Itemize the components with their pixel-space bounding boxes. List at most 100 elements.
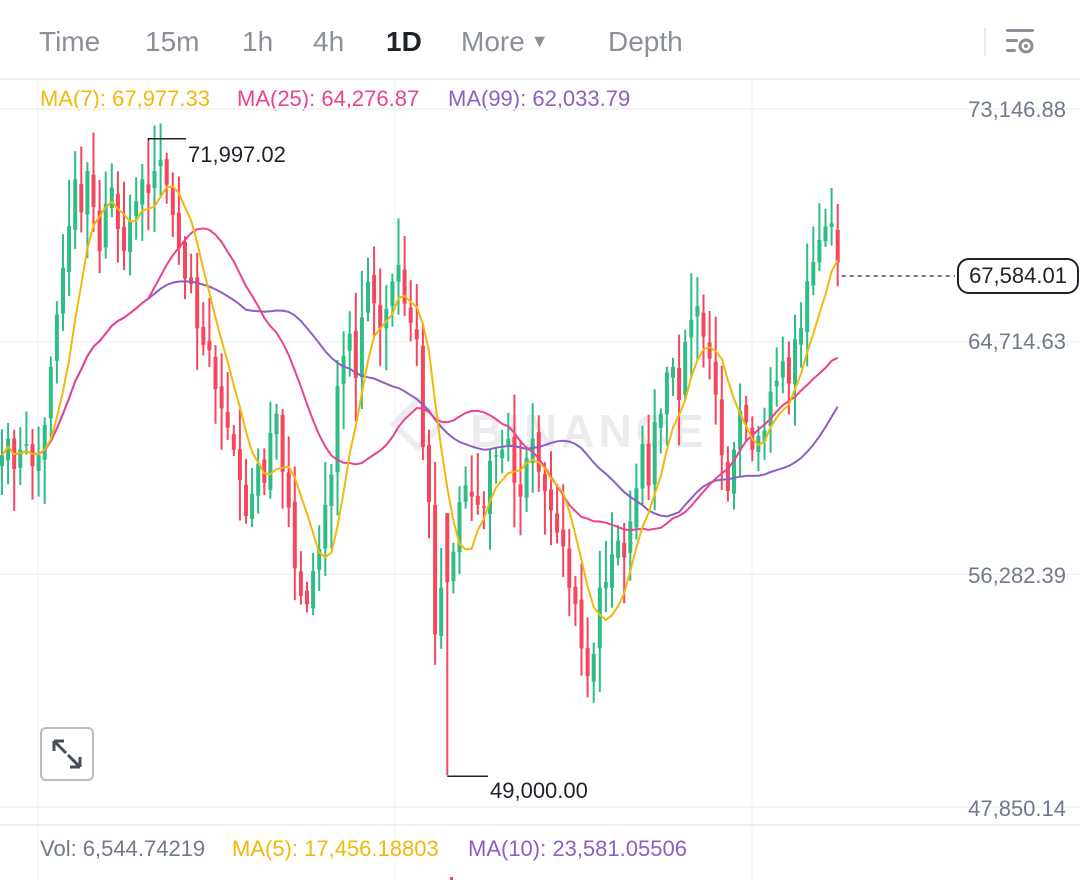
tab-time[interactable]: Time [39, 26, 101, 57]
tab-4h[interactable]: 4h [313, 26, 345, 57]
candle [512, 394, 517, 528]
candle-body [616, 540, 621, 559]
candle [835, 203, 840, 287]
candle [73, 151, 78, 250]
candle [140, 163, 145, 241]
candle-body [542, 474, 547, 492]
candle [335, 360, 340, 516]
candle-body [805, 281, 810, 333]
candle-body [725, 461, 730, 492]
candle-body [372, 274, 377, 304]
candle [414, 284, 419, 367]
candle [54, 301, 59, 384]
candle [109, 163, 114, 218]
candle-body [183, 241, 187, 279]
candle-body [707, 342, 712, 359]
volume-ma10-legend: MA(10): 23,581.05506 [468, 836, 687, 861]
candle-body [689, 319, 694, 338]
candle-body [158, 159, 163, 167]
candle [585, 617, 590, 698]
candle [61, 234, 65, 331]
candle [67, 179, 72, 297]
candle-body [244, 484, 248, 516]
candle-body [195, 277, 200, 329]
candle-body [500, 449, 505, 459]
candle-body [122, 226, 126, 252]
axis-label-2: 64,714.63 [968, 329, 1066, 354]
tab-1h[interactable]: 1h [242, 26, 274, 57]
tab-1d[interactable]: 1D [386, 26, 422, 57]
candle [603, 540, 608, 613]
candle-body [353, 330, 358, 378]
candle-body [567, 548, 572, 588]
fullscreen-button[interactable] [40, 727, 94, 781]
candle-body [610, 554, 614, 588]
tab-more[interactable]: More ▼ [461, 26, 549, 58]
candle-body [219, 386, 224, 409]
axis-label-3: 56,282.39 [968, 563, 1066, 588]
candle-body [128, 220, 133, 252]
candle [646, 414, 651, 500]
candle [189, 253, 194, 294]
candle-body [42, 424, 47, 460]
candle [707, 310, 712, 380]
candle [780, 336, 785, 394]
chart-settings-icon[interactable] [1002, 24, 1038, 60]
candle [164, 152, 169, 204]
candle-body [738, 411, 743, 450]
candle [244, 458, 248, 524]
candle-body [597, 587, 602, 649]
candle-body [176, 212, 181, 249]
candle-body [408, 307, 413, 323]
high-leader-line [147, 137, 186, 141]
candle-body [420, 345, 425, 447]
interval-toolbar: Time 15m 1h 4h 1D More ▼ Depth [0, 0, 1080, 80]
candle-body [579, 599, 584, 649]
candle-body [555, 513, 560, 533]
candle [250, 468, 255, 528]
candle [506, 412, 511, 462]
candle-body [152, 170, 157, 189]
candle [463, 466, 468, 509]
expand-icon [52, 739, 82, 769]
candle-body [512, 436, 517, 483]
candle-body [683, 342, 688, 395]
candle [298, 551, 303, 605]
candle-body [457, 502, 462, 552]
candle-body [140, 179, 145, 205]
candle-body [378, 304, 383, 329]
candle-body [292, 501, 297, 569]
candle [353, 292, 358, 422]
candle-body [61, 267, 65, 314]
candle-body [481, 506, 486, 508]
candle [158, 123, 163, 199]
candle-body [170, 186, 175, 216]
candle [591, 642, 596, 703]
candle [738, 383, 743, 478]
ma7-legend: MA(7): 67,977.33 [40, 86, 210, 111]
candle [768, 367, 773, 453]
candle-body [24, 444, 29, 446]
candle-body [494, 455, 499, 457]
candle [573, 576, 578, 626]
candle-body [262, 459, 267, 483]
candle [152, 125, 157, 233]
candle [616, 525, 621, 566]
ma25-line [1, 227, 839, 532]
candle [85, 162, 90, 259]
candle [817, 203, 822, 271]
candle [762, 407, 767, 460]
candle-body [317, 549, 322, 570]
axis-label-4: 47,850.14 [968, 796, 1066, 821]
candle [427, 429, 431, 539]
candle [79, 146, 84, 233]
tab-depth[interactable]: Depth [608, 26, 683, 57]
candle-body [103, 204, 108, 248]
candle [420, 324, 425, 461]
candlestick-chart[interactable] [0, 80, 1080, 880]
candle-body [713, 361, 718, 395]
candle [683, 329, 688, 401]
tab-15m[interactable]: 15m [145, 26, 200, 57]
candle [500, 429, 505, 474]
candle-body [695, 306, 700, 317]
